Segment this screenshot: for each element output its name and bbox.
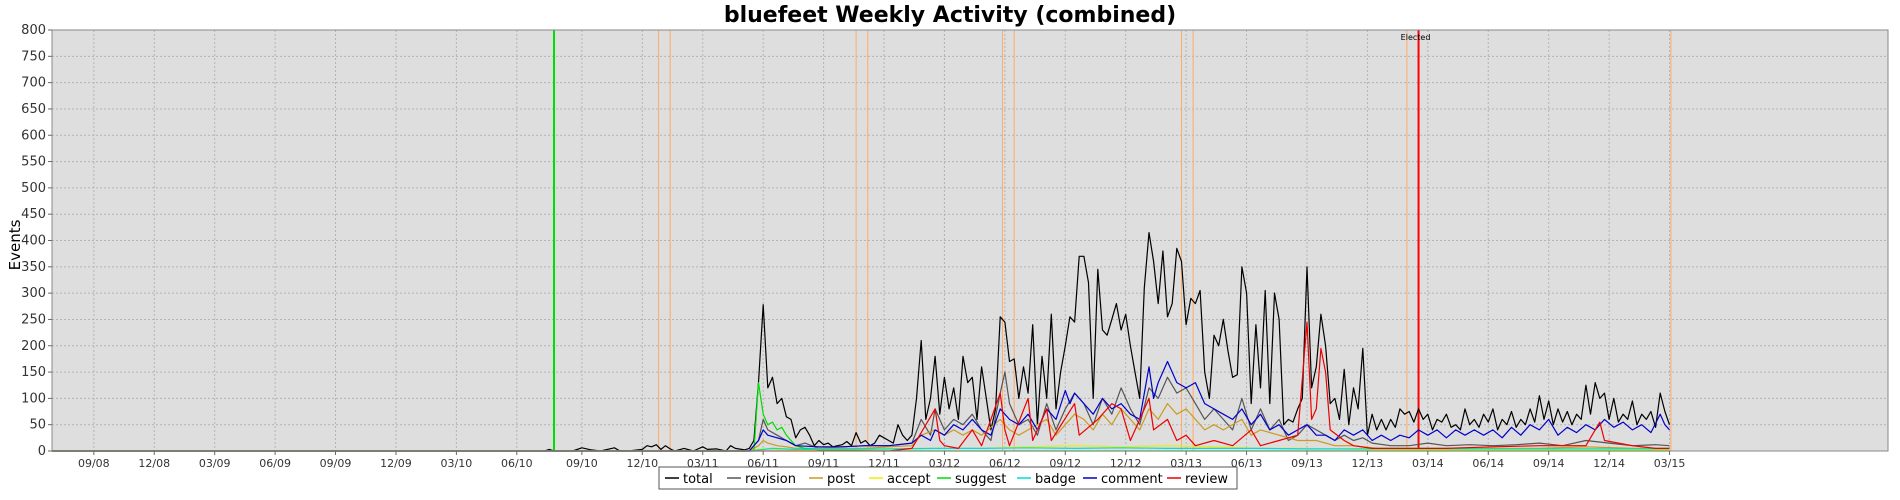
series-line-suggest xyxy=(52,382,1670,452)
x-tick-label: 06/10 xyxy=(501,457,533,470)
x-tick-label: 09/08 xyxy=(78,457,110,470)
x-tick-label: 06/13 xyxy=(1231,457,1263,470)
legend-item-accept: accept xyxy=(869,472,931,487)
series-line-post xyxy=(52,403,1670,452)
y-tick-label: 600 xyxy=(21,128,46,143)
y-tick-label: 300 xyxy=(21,286,46,301)
series-lines xyxy=(52,232,1671,452)
x-tick-label: 12/10 xyxy=(626,457,658,470)
legend-label: badge xyxy=(1035,472,1076,487)
x-tick-label: 03/14 xyxy=(1412,457,1444,470)
x-tick-label: 03/15 xyxy=(1654,457,1686,470)
y-tick-label: 0 xyxy=(38,444,46,459)
legend-label: post xyxy=(827,472,855,487)
legend-label: accept xyxy=(887,472,931,487)
x-tick-label: 09/09 xyxy=(320,457,352,470)
x-tick-label: 03/09 xyxy=(199,457,231,470)
legend-label: suggest xyxy=(955,472,1006,487)
legend-item-total: total xyxy=(665,472,713,487)
y-tick-label: 450 xyxy=(21,207,46,222)
x-tick-label: 12/13 xyxy=(1352,457,1384,470)
x-tick-label: 12/08 xyxy=(138,457,170,470)
y-tick-label: 250 xyxy=(21,312,46,327)
y-tick-label: 750 xyxy=(21,49,46,64)
x-tick-label: 12/14 xyxy=(1593,457,1625,470)
y-axis-ticks: 0 50 100 150 200 250 300 350 400 450 500 550 600 650 7… xyxy=(21,23,52,459)
legend-label: comment xyxy=(1101,472,1163,487)
marker-label: Elected xyxy=(1401,33,1431,42)
y-tick-label: 100 xyxy=(21,391,46,406)
x-tick-label: 06/14 xyxy=(1472,457,1504,470)
y-tick-label: 50 xyxy=(29,418,46,433)
y-tick-label: 400 xyxy=(21,234,46,249)
x-tick-label: 09/13 xyxy=(1291,457,1323,470)
y-tick-label: 350 xyxy=(21,260,46,275)
legend: total revision post accept suggest badge comme… xyxy=(658,466,1238,490)
event-markers: Elected xyxy=(552,30,1672,451)
y-tick-label: 150 xyxy=(21,365,46,380)
legend-item-review: review xyxy=(1167,472,1228,487)
legend-item-badge: badge xyxy=(1017,472,1076,487)
y-tick-label: 550 xyxy=(21,155,46,170)
legend-item-post: post xyxy=(809,472,855,487)
series-line-accept xyxy=(52,445,1670,452)
y-tick-label: 800 xyxy=(21,23,46,38)
chart-title: bluefeet Weekly Activity (combined) xyxy=(724,3,1176,28)
legend-item-comment: comment xyxy=(1083,472,1163,487)
series-line-comment xyxy=(52,360,1670,452)
y-tick-label: 500 xyxy=(21,181,46,196)
y-tick-label: 650 xyxy=(21,102,46,117)
grid-lines xyxy=(52,29,1888,452)
y-tick-label: 700 xyxy=(21,76,46,91)
series-line-badge xyxy=(52,447,1670,452)
legend-label: total xyxy=(683,472,713,487)
legend-item-revision: revision xyxy=(727,472,796,487)
x-tick-label: 09/14 xyxy=(1533,457,1565,470)
x-tick-label: 03/10 xyxy=(441,457,473,470)
series-line-review xyxy=(52,321,1670,452)
legend-item-suggest: suggest xyxy=(937,472,1006,487)
y-tick-label: 200 xyxy=(21,339,46,354)
series-line-total xyxy=(52,232,1671,452)
y-axis-label: Events xyxy=(6,219,24,270)
x-tick-label: 06/09 xyxy=(259,457,291,470)
x-tick-label: 09/10 xyxy=(566,457,598,470)
legend-label: review xyxy=(1185,472,1228,487)
legend-label: revision xyxy=(745,472,796,487)
x-tick-label: 12/09 xyxy=(380,457,412,470)
